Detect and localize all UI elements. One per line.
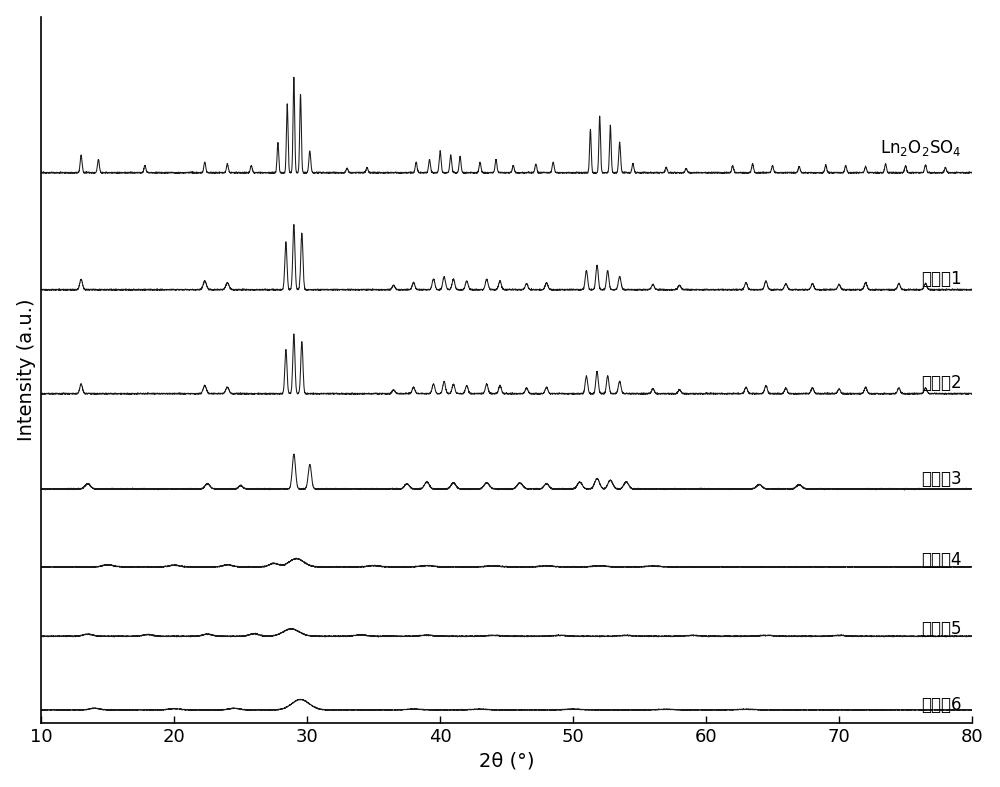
Text: 实施奡4: 实施奡4 — [921, 551, 961, 569]
X-axis label: 2θ (°): 2θ (°) — [479, 752, 534, 770]
Text: Ln$_2$O$_2$SO$_4$: Ln$_2$O$_2$SO$_4$ — [880, 139, 961, 158]
Text: 实施奡5: 实施奡5 — [921, 620, 961, 638]
Text: 实施奡3: 实施奡3 — [921, 470, 961, 487]
Text: 实施奡2: 实施奡2 — [921, 375, 961, 392]
Text: 实施奡1: 实施奡1 — [921, 270, 961, 288]
Y-axis label: Intensity (a.u.): Intensity (a.u.) — [17, 298, 36, 441]
Text: 实施奡6: 实施奡6 — [921, 696, 961, 714]
